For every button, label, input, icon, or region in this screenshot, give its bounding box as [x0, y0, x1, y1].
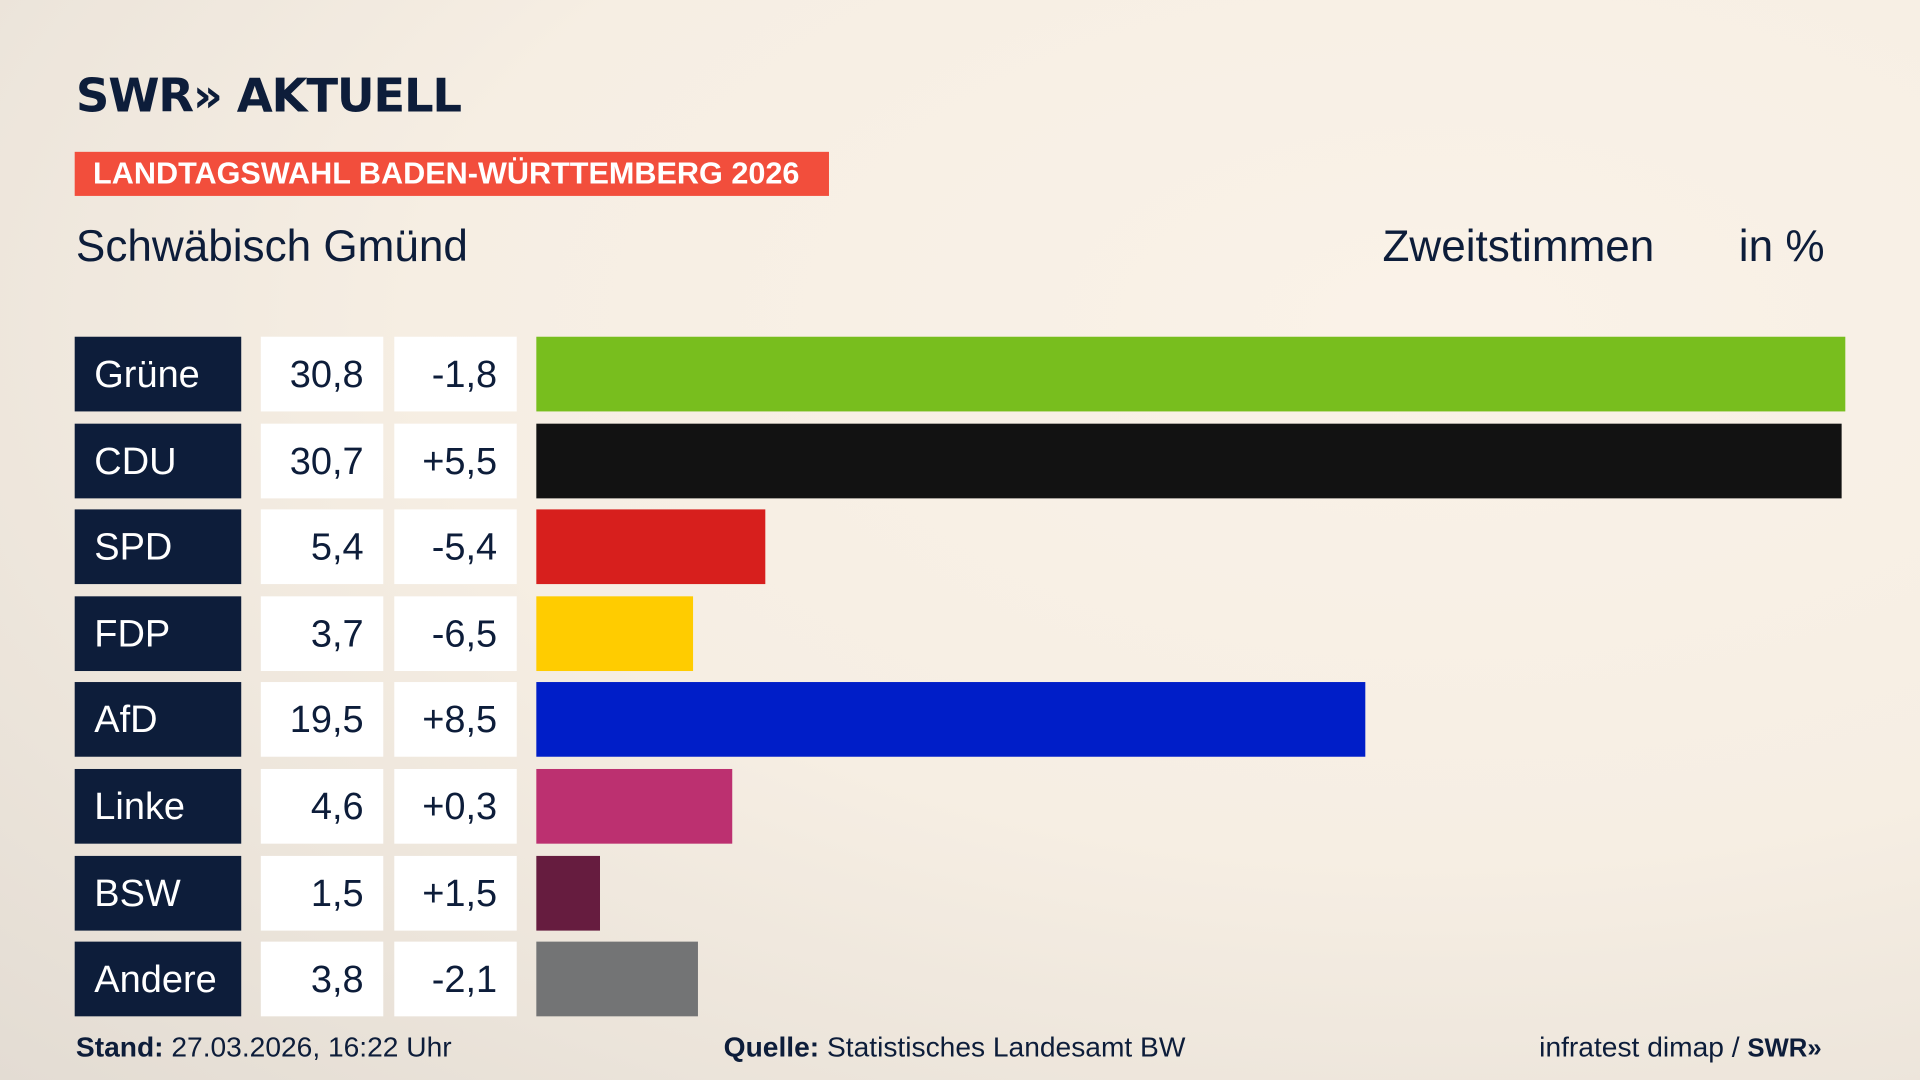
unit-label: in %: [1738, 220, 1825, 271]
change-label: -5,4: [394, 509, 517, 585]
credit: infratest dimap / SWR»: [1539, 1031, 1822, 1064]
value-label: 19,5: [260, 682, 384, 758]
swr-aktuell-logo: SWR» AKTUELL: [75, 68, 462, 123]
value-label: 3,7: [260, 596, 384, 671]
party-label: FDP: [74, 596, 242, 671]
change-label: +0,3: [394, 768, 517, 844]
timestamp: Stand: 27.03.2026, 16:22 Uhr: [76, 1031, 452, 1064]
bar: [536, 855, 601, 931]
value-label: 30,8: [260, 336, 384, 412]
bar: [536, 423, 1842, 498]
value-label: 30,7: [260, 423, 384, 498]
party-label: Andere: [74, 941, 242, 1017]
value-label: 1,5: [260, 855, 384, 931]
change-label: -1,8: [394, 336, 517, 412]
change-label: -2,1: [394, 941, 517, 1017]
change-label: -6,5: [394, 596, 517, 671]
change-label: +5,5: [394, 423, 517, 498]
party-label: SPD: [74, 509, 242, 585]
region-title: Schwäbisch Gmünd: [75, 220, 468, 271]
swr-logo: SWR»: [1747, 1034, 1822, 1063]
bar: [536, 682, 1366, 758]
source-value: Statistisches Landesamt BW: [826, 1031, 1186, 1063]
change-label: +1,5: [394, 855, 517, 931]
stand-label: Stand:: [75, 1031, 164, 1063]
bar: [536, 768, 732, 844]
party-label: Linke: [74, 768, 242, 844]
change-label: +8,5: [394, 682, 517, 758]
party-label: Grüne: [74, 336, 242, 412]
value-label: 5,4: [260, 509, 384, 585]
vote-type-label: Zweitstimmen: [1382, 220, 1655, 271]
bar: [536, 336, 1846, 412]
party-label: BSW: [74, 855, 242, 931]
source-label: Quelle:: [723, 1031, 820, 1063]
bar: [536, 941, 698, 1017]
party-label: AfD: [74, 682, 242, 758]
party-label: CDU: [74, 423, 242, 498]
credit-text: infratest dimap /: [1539, 1031, 1748, 1063]
bar: [536, 596, 694, 671]
value-label: 3,8: [260, 941, 384, 1017]
stand-value: 27.03.2026, 16:22 Uhr: [171, 1031, 452, 1063]
bar: [536, 509, 766, 585]
election-banner: LANDTAGSWAHL BADEN-WÜRTTEMBERG 2026: [74, 151, 829, 196]
value-label: 4,6: [260, 768, 384, 844]
source: Quelle: Statistisches Landesamt BW: [724, 1031, 1186, 1064]
